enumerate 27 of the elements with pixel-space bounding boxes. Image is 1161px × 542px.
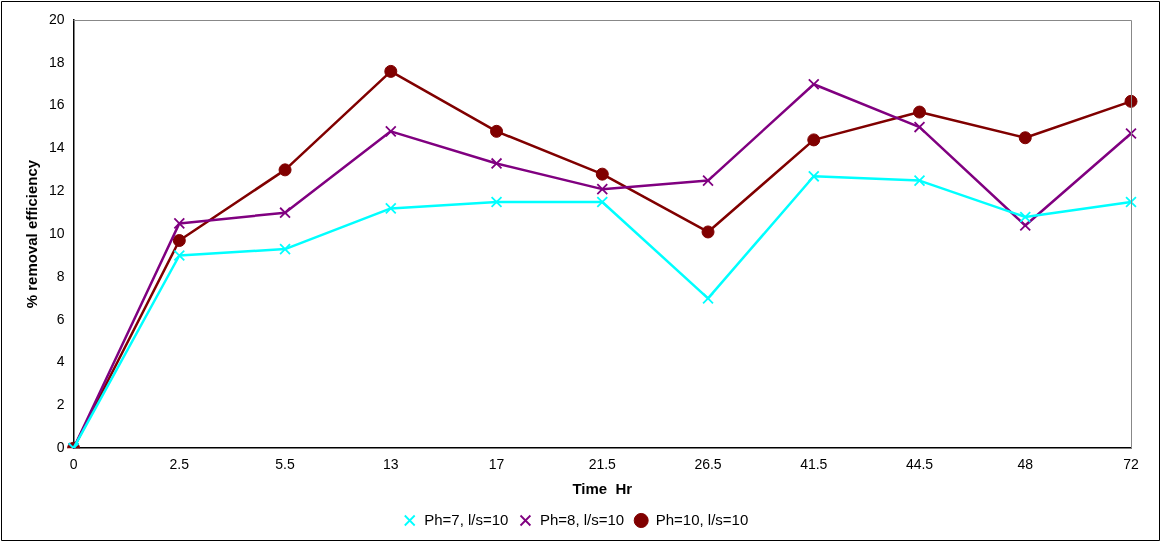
y-tick-label: 0 xyxy=(56,439,65,456)
x-tick-label: 44.5 xyxy=(905,456,934,473)
x-tick-label: 13 xyxy=(383,456,399,473)
y-tick-label: 18 xyxy=(48,53,65,70)
y-tick-label: 12 xyxy=(48,182,65,199)
x-tick-label: 48 xyxy=(1017,456,1034,473)
y-tick-label: 10 xyxy=(48,224,65,241)
legend-label: Ph=7, l/s=10 xyxy=(424,510,509,528)
x-tick-label: 72 xyxy=(1123,456,1139,473)
y-axis-title: % removal efficiency xyxy=(23,159,41,309)
x-tick-label: 17 xyxy=(488,456,505,473)
y-tick-label: 8 xyxy=(56,267,65,284)
y-tick-label: 20 xyxy=(48,10,65,27)
x-tick-label: 21.5 xyxy=(588,456,617,473)
legend-label: Ph=10, l/s=10 xyxy=(655,510,749,528)
x-tick-label: 41.5 xyxy=(800,456,828,473)
y-tick-label: 14 xyxy=(48,139,65,156)
legend-label: Ph=8, l/s=10 xyxy=(539,510,625,528)
y-tick-label: 6 xyxy=(56,310,65,327)
x-tick-label: 5.5 xyxy=(275,456,295,473)
x-axis-title: Time Hr xyxy=(572,480,633,498)
x-tick-label: 0 xyxy=(69,456,78,473)
y-tick-label: 16 xyxy=(48,96,65,113)
y-tick-label: 2 xyxy=(56,396,65,413)
x-tick-label: 26.5 xyxy=(694,456,722,473)
x-tick-label: 2.5 xyxy=(169,456,190,473)
y-tick-label: 4 xyxy=(56,353,65,370)
